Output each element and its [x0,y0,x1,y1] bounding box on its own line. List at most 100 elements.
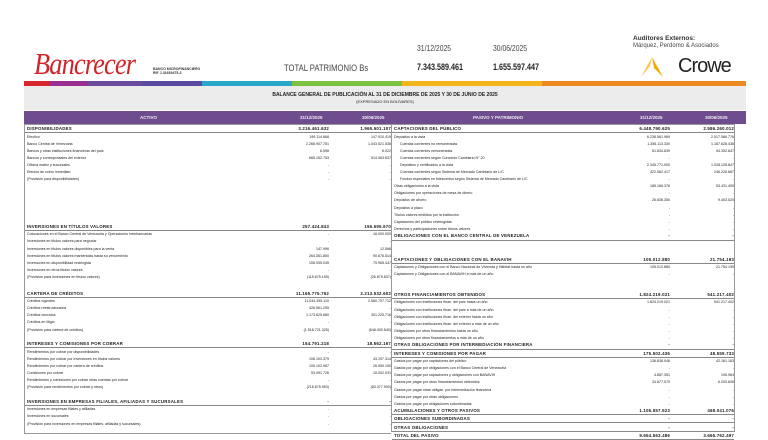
table-row: Inversiones en títulos valores para nego… [25,238,391,245]
value-previous: - [732,155,734,160]
value-current: - [668,272,670,277]
value-previous: 6.022 [382,148,391,153]
value-previous: - [389,407,391,412]
row-label: Captaciones del público restringidas [394,219,452,224]
section-row: OTROS FINANCIAMIENTOS OBTENIDOS 1.824.219… [392,291,734,299]
value-previous: 43.197.314 [373,356,391,361]
row-label: Obligaciones con instituciones finan. de… [394,300,488,305]
table-row: Créditos vigentes 11.044.395.110 2.560.707… [25,298,391,305]
value-current: - [668,321,670,326]
value-previous: 541.217.402 [707,291,734,297]
value-current: - [668,314,670,319]
section-row: CARTERA DE CRÉDITOS 11.165.775.762 2.213.5… [25,290,391,298]
row-label: INTERESES Y COMISIONES POR PAGAR [394,350,487,356]
row-label: Créditos vencidos [27,313,56,318]
value-previous: 21.754.195 [716,265,734,270]
value-current: 136.838.046 [650,359,670,364]
row-label: OTROS FINANCIAMIENTOS OBTENIDOS [394,291,486,297]
table-row: Comisiones por cobrar 53.091.726 15.002.03… [25,369,391,376]
row-label: OTRAS OBLIGACIONES [394,424,449,430]
value-current: (216.675.953) [306,385,329,390]
value-previous: - [732,219,734,224]
value-current: - [668,328,670,333]
row-label: Inversiones en otros títulos valores [27,267,83,272]
table-row: Obligaciones con instituciones finan. de… [392,299,734,306]
crowe-logo: Crowe [678,55,732,77]
auditors-title: Auditores Externos: [633,35,696,42]
value-previous: - [732,366,734,371]
row-label: Gastos por pagar por otras obligaciones [394,394,458,399]
value-current: - [668,155,670,160]
row-label: Obligaciones por otros financiamientos h… [394,328,478,333]
row-label: Gastos por pagar por captaciones y oblig… [394,373,496,378]
value-previous: - [732,191,734,196]
row-label: Depósitos a la vista [394,134,426,139]
row-label: Créditos en litigio [27,320,55,325]
value-previous: 42.161.163 [716,359,734,364]
pasivo-table: CAPTACIONES DEL PÚBLICO 6.448.790.625 2.58… [391,124,735,440]
value-previous: 6.203.606 [718,380,734,385]
value-current: - [668,226,670,231]
value-previous: - [732,177,734,182]
value-current: - [668,205,670,210]
table-row: Créditos reestructurados 426.561.295 - [25,305,391,312]
row-label: OBLIGACIONES SUBORDINADAS [394,416,470,422]
value-previous: - [732,205,734,210]
value-current: - [668,212,670,217]
row-label: Inversiones en sucursales [27,414,69,419]
value-current: 6.236.561.969 [647,134,670,139]
row-label: (Provisión para inversiones en empresas … [27,421,141,426]
value-previous: - [389,306,391,311]
table-row: Cuentas corrientes remuneradas 61.634.639… [392,147,734,154]
row-label: DISPONIBILIDADES [27,126,72,132]
section-row: CAPTACIONES DEL PÚBLICO 6.448.790.625 2.58… [392,125,734,134]
pasivo-header: PASIVO Y PATRIMONIO [473,115,524,120]
row-label: Cuentas corrientes según Sistema de Merc… [400,170,504,175]
row-label: (Provisión para rendimientos por cobrar … [27,385,104,390]
section-row: CAPTACIONES Y OBLIGACIONES CON EL BANAVI… [392,256,734,264]
activo-table: DISPONIBILIDADES 3.216.461.632 1.965.601.1… [24,124,391,434]
value-current: 264.361.850 [309,253,329,258]
value-current: (1.518.721.325) [303,327,329,332]
total-patrimonio-label: TOTAL PATRIMONIO Bs [284,63,369,73]
value-current: 2.345.771.000 [647,163,670,168]
value-previous: 75.965.447 [373,260,391,265]
total-patrimonio-previous: 1.655.597.447 [493,62,540,72]
table-row: Cuentas corrientes no remuneradas 1.356.1… [392,140,734,147]
value-current: - [327,239,329,244]
row-label: Inversiones en empresas filiales y afili… [27,407,96,412]
table-row: Gastos por pagar por otras obligaciones -… [392,393,734,400]
stripe-segment [24,81,49,86]
stripe-segment [402,81,542,86]
value-previous: - [732,328,734,333]
value-current: 1.106.557.523 [639,408,670,414]
table-row: Gastos por pagar por otros financiamient… [392,379,734,386]
row-label: Bancos y corresponsales del exterior [27,155,86,160]
table-row: Bancos y otras instituciones financieras… [25,147,391,154]
value-previous: - [732,416,734,422]
table-row: Obligaciones con instituciones finan. de… [392,320,734,327]
value-current: 175.502.436 [643,350,670,356]
value-previous: 514.063.637 [371,155,391,160]
date-current: 31/12/2025 [417,44,452,53]
value-previous: - [732,342,734,348]
section-row: OBLIGACIONES CON EL BANCO CENTRAL DE VEN… [392,232,734,241]
table-row: Otras obligaciones a la vista 185.166.376… [392,183,734,190]
row-label: Rendimientos y comisiones por cobrar otr… [27,378,129,383]
value-previous: 541.217.402 [714,300,734,305]
value-previous: (26.879.837) [370,274,391,279]
value-current: 26.836.350 [652,198,670,203]
value-previous: - [389,421,391,426]
value-current: 4.887.351 [654,373,670,378]
row-label: Colocaciones en el Banco Central de Vene… [27,232,152,237]
row-label: Cuentas corrientes según Convenio Cambia… [400,155,485,160]
table-row: Cuentas corrientes según Convenio Cambia… [392,154,734,161]
value-current: 9.654.563.486 [639,432,670,438]
section-row: INTERESES Y COMISIONES POR COBRAR 154.791… [25,340,391,349]
value-previous: - [732,212,734,217]
value-previous: 147.910.419 [371,134,391,139]
value-current: - [668,307,670,312]
row-label: Depósitos de ahorro [394,198,427,203]
row-label: Rendimientos por cobrar por cartera de c… [27,363,104,368]
value-previous: - [732,387,734,392]
